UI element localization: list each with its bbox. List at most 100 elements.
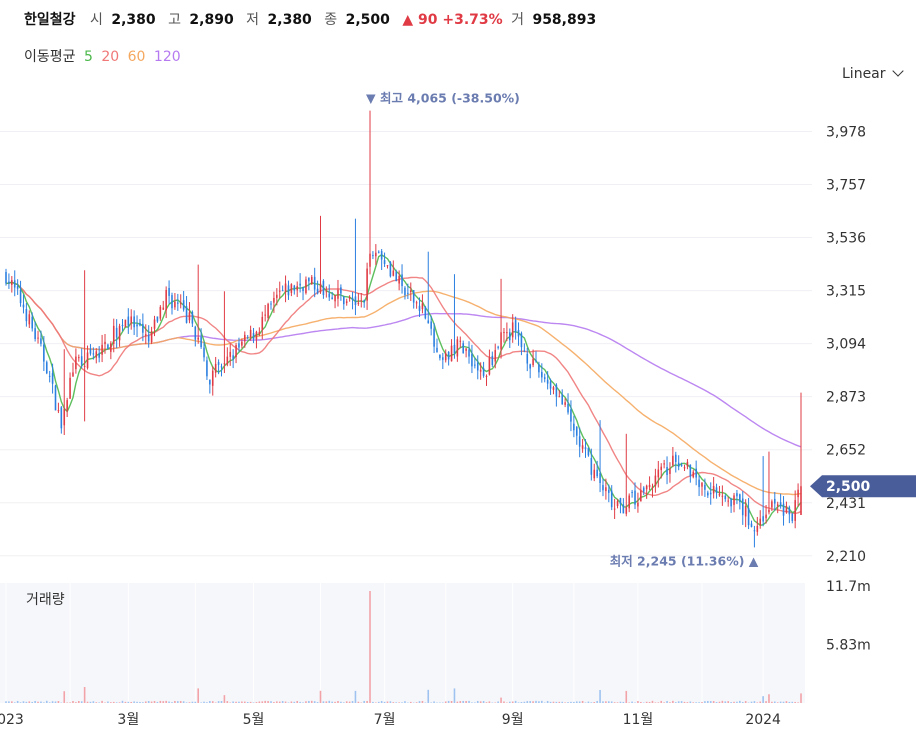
candle-body [750, 523, 753, 527]
candle-body [40, 338, 42, 344]
candle-body [112, 325, 115, 344]
candle-body [185, 306, 188, 323]
candle-body [398, 276, 400, 284]
volume-bar [508, 701, 511, 703]
ma-legend-20[interactable]: 20 [101, 49, 120, 65]
volume-bar [159, 700, 162, 703]
candle-body [214, 363, 217, 373]
volume-bar [689, 701, 692, 703]
candle-body [637, 502, 639, 507]
volume-bar [153, 701, 156, 703]
candle-body [581, 445, 584, 449]
candle-body [217, 362, 220, 365]
volume-bar [756, 702, 759, 703]
candle-body [514, 320, 517, 333]
volume-bar [727, 701, 729, 703]
scale-select[interactable]: Linear [842, 65, 904, 82]
candle-body [328, 293, 331, 298]
volume-bar [57, 701, 60, 703]
volume-bar [366, 700, 368, 703]
volume-bar [290, 701, 293, 703]
candle-body [305, 279, 307, 294]
candle-body [689, 464, 692, 477]
volume-bar [284, 701, 287, 703]
candle-body [768, 509, 770, 513]
candle-body [610, 490, 613, 508]
candle-body [5, 271, 7, 284]
candle-body [479, 369, 482, 372]
candle-body [733, 495, 735, 505]
candle-body [276, 294, 278, 298]
volume-bar [625, 690, 628, 703]
volume-bar [541, 700, 543, 703]
candle-body [229, 351, 232, 357]
volume-bar [421, 700, 424, 703]
volume-bar [147, 701, 150, 703]
volume-title: 거래량 [26, 592, 65, 608]
candle-body [313, 276, 316, 290]
candle-body [246, 337, 249, 339]
candle-body [599, 473, 601, 483]
volume-bar [142, 702, 144, 703]
quote-header: 한일철강 시 2,380 고 2,890 저 2,380 종 2,500 ▲ 9… [24, 9, 604, 29]
candle-body [744, 506, 747, 517]
candle-body [54, 385, 57, 411]
time-tick-label: 9월 [502, 712, 524, 728]
volume-bar [462, 700, 464, 703]
candle-body [372, 255, 374, 257]
volume-bar [605, 701, 607, 703]
ma-legend-60[interactable]: 60 [127, 49, 146, 65]
volume-bar [179, 701, 182, 703]
candle-body [500, 332, 502, 350]
ma5-line [5, 253, 802, 527]
candle-body [130, 316, 133, 324]
price-tick-label: 2,431 [826, 496, 866, 512]
volume-bar [98, 702, 100, 703]
candle-body [654, 475, 657, 487]
candle-body [8, 281, 10, 284]
volume-bar [25, 701, 28, 703]
candle-body [663, 463, 665, 465]
volume-bar [209, 701, 211, 703]
volume-bar [640, 701, 642, 703]
ma120-line [5, 281, 802, 448]
volume-bar [86, 701, 89, 703]
volume-bar [124, 701, 127, 703]
candle-body [736, 493, 738, 497]
volume-bar [299, 701, 301, 703]
candle-body [179, 303, 182, 305]
volume-bar [72, 701, 74, 703]
candle-body [168, 287, 170, 296]
candle-body [590, 458, 593, 475]
candle-body [270, 303, 272, 305]
volume-bar [343, 702, 345, 703]
volume-bar [223, 695, 226, 703]
ma-legend-120[interactable]: 120 [153, 49, 181, 65]
volume-bar [165, 700, 167, 703]
candle-body [343, 296, 345, 305]
volume-bar [773, 701, 776, 703]
candle-body [642, 487, 645, 492]
volume-bar [316, 702, 319, 703]
candle-body [95, 351, 98, 358]
volume-bar [75, 702, 77, 703]
volume-bar [511, 701, 514, 703]
volume-bar [788, 701, 791, 703]
candle-body [558, 396, 561, 398]
volume-bar [608, 701, 610, 703]
volume-bar [110, 702, 112, 703]
price-axis: 3,978 3,757 3,536 3,315 3,094 2,873 2,652 2,431… [826, 124, 866, 564]
candle-body [296, 286, 299, 291]
volume-bar [392, 702, 395, 703]
candle-body [37, 337, 39, 339]
candle-body [622, 504, 625, 514]
volume-bar [325, 701, 328, 703]
candle-body [153, 319, 156, 329]
candle-body [16, 286, 19, 289]
candle-body [625, 507, 628, 514]
ma-legend-5[interactable]: 5 [83, 49, 93, 65]
volume-bar [139, 701, 141, 703]
volume-bar [380, 701, 383, 703]
volume-bar [200, 702, 202, 703]
